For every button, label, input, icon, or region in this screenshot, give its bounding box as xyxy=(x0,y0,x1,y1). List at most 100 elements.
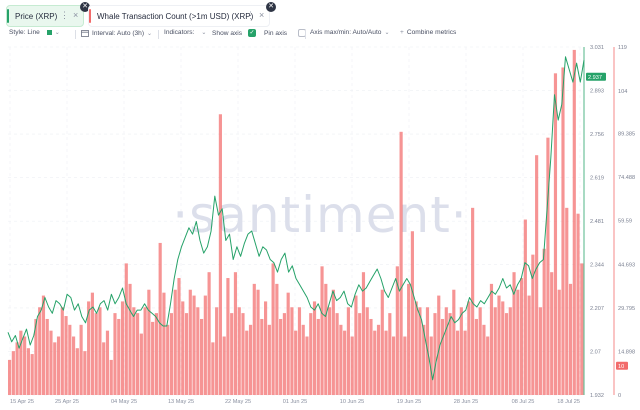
whale-tick-label: 29.795 xyxy=(618,306,635,312)
whale-bar xyxy=(576,213,580,395)
line-color-swatch xyxy=(46,30,52,35)
whale-bar xyxy=(143,307,147,395)
toolbar-divider xyxy=(305,30,306,39)
whale-bar xyxy=(380,289,384,395)
whale-bar xyxy=(211,342,215,395)
whale-bar xyxy=(11,351,15,395)
whale-bar xyxy=(392,336,396,395)
whale-bar xyxy=(120,301,125,395)
whale-bar xyxy=(523,219,527,395)
whale-bar xyxy=(192,295,196,395)
whale-bar xyxy=(486,336,490,395)
x-tick-label: 28 Jun 25 xyxy=(454,399,479,405)
combine-metrics-button[interactable]: + Combine metrics xyxy=(400,29,456,36)
whale-bar xyxy=(173,289,177,395)
chevron-down-icon: ⌄ xyxy=(201,30,207,36)
x-axis-ticks: 15 Apr 25 25 Apr 25 04 May 25 13 May 25 22 M… xyxy=(10,399,580,405)
interval-selector[interactable]: Interval: Auto (3h) ⌄ xyxy=(81,29,152,37)
whale-bar xyxy=(346,307,350,395)
whale-bar xyxy=(267,324,271,395)
whale-bar xyxy=(369,318,373,395)
whale-bar xyxy=(139,333,143,395)
whale-bar xyxy=(474,318,478,395)
whale-bar xyxy=(497,295,501,395)
close-icon[interactable]: × xyxy=(73,10,79,20)
whale-bar xyxy=(290,307,294,395)
whale-bar xyxy=(418,307,422,395)
x-tick-label: 04 May 25 xyxy=(111,399,137,405)
whale-bar xyxy=(433,313,437,395)
whale-bar xyxy=(512,272,516,395)
remove-metric-icon[interactable]: ✕ xyxy=(266,2,276,12)
whale-bar xyxy=(437,295,441,395)
whale-bar xyxy=(147,289,151,395)
whale-bar xyxy=(410,231,414,395)
whale-bar xyxy=(550,272,554,395)
whale-bar xyxy=(56,336,61,395)
whale-bar xyxy=(493,307,497,395)
more-options-icon[interactable]: ⋮ xyxy=(246,10,255,20)
whale-bar xyxy=(151,321,155,395)
whale-bar xyxy=(467,301,471,395)
checkbox-checked-icon[interactable]: ✓ xyxy=(248,29,257,37)
whale-tick-label: 59.59 xyxy=(618,219,632,225)
close-icon[interactable]: × xyxy=(259,10,265,20)
x-tick-label: 19 Jun 25 xyxy=(397,399,422,405)
whale-bar xyxy=(30,354,34,395)
whale-bar xyxy=(361,272,366,395)
x-tick-label: 01 Jun 25 xyxy=(283,399,308,405)
whale-bar xyxy=(60,307,64,395)
whale-bar xyxy=(87,301,91,395)
metric-tab-price-label: Price (XRP) xyxy=(15,11,58,21)
whale-bar xyxy=(482,324,486,395)
whale-bar xyxy=(128,283,132,395)
whale-bar xyxy=(286,292,290,395)
price-tick-label: 2.344 xyxy=(590,263,604,269)
interval-label: Interval: Auto (3h) xyxy=(92,29,145,37)
whale-bar xyxy=(113,313,117,395)
whale-bar xyxy=(264,301,268,395)
indicators-selector[interactable]: Indicators: ⌄ xyxy=(164,29,206,36)
whale-bar xyxy=(354,295,358,395)
axis-minmax-selector[interactable]: Axis max/min: Auto/Auto ⌄ xyxy=(310,29,390,36)
metric-tab-whale-count-label: Whale Transaction Count (>1m USD) (XRP) xyxy=(97,11,254,21)
whale-bar xyxy=(395,266,399,395)
whale-bar xyxy=(184,313,189,395)
price-axis-ticks: 3.031 2.893 2.756 2.619 2.481 2.344 2.207 2.07 1… xyxy=(590,45,604,399)
metric-tab-price[interactable]: Price (XRP) ⋮ × ✕ xyxy=(6,2,90,27)
whale-bar xyxy=(158,242,162,395)
more-options-icon[interactable]: ⋮ xyxy=(60,10,69,20)
style-selector[interactable]: Style: Line ⌄ xyxy=(9,29,60,36)
whale-bar xyxy=(572,49,576,396)
whale-bar xyxy=(452,289,456,395)
whale-bar xyxy=(53,342,57,395)
whale-bar xyxy=(320,266,324,395)
whale-bar xyxy=(75,348,79,395)
whale-bar xyxy=(538,307,542,395)
whale-bar xyxy=(568,283,573,395)
whale-bar xyxy=(444,307,448,395)
whale-last-value: 10 xyxy=(618,364,624,370)
whale-bar xyxy=(339,324,343,395)
whale-tick-label: 14.898 xyxy=(618,349,635,355)
metric-tab-whale-count[interactable]: Whale Transaction Count (>1m USD) (XRP) … xyxy=(88,2,276,27)
x-tick-label: 10 Jun 25 xyxy=(340,399,365,405)
whale-bar xyxy=(471,207,475,395)
whale-bar xyxy=(226,278,230,395)
whale-bar xyxy=(448,313,452,395)
whale-bar xyxy=(49,330,53,395)
whale-last-badge xyxy=(616,361,628,370)
whale-bar xyxy=(312,301,317,395)
whale-bar xyxy=(305,336,309,395)
whale-tick-label: 119 xyxy=(618,45,627,51)
show-axis-toggle[interactable]: Show axis ✓ xyxy=(212,29,257,37)
chevron-down-icon: ⌄ xyxy=(147,30,153,37)
remove-metric-icon[interactable]: ✕ xyxy=(80,2,90,12)
whale-bar xyxy=(117,318,121,395)
whale-bar xyxy=(294,330,298,395)
whale-bar xyxy=(504,313,509,395)
x-tick-label: 18 Jul 25 xyxy=(557,399,580,405)
whale-bar xyxy=(169,313,174,395)
whale-bar xyxy=(403,336,407,395)
